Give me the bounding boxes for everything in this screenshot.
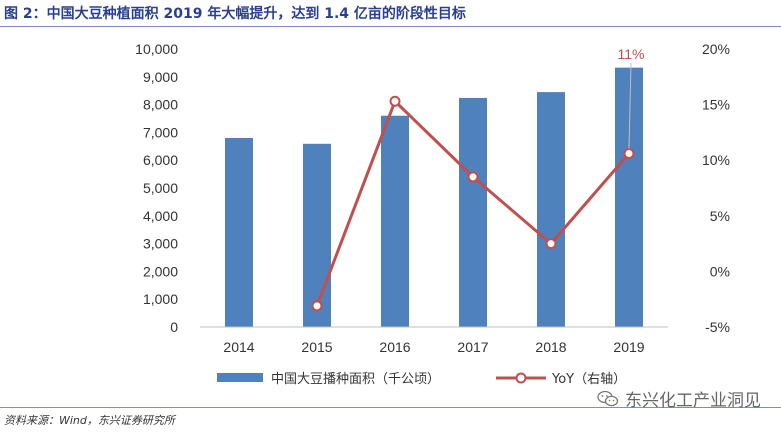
left-tick-label: 6,000	[143, 152, 178, 168]
yoy-point	[311, 300, 323, 312]
left-tick-label: 4,000	[143, 208, 178, 224]
watermark: 东兴化工产业洞见	[597, 386, 761, 411]
left-tick-label: 8,000	[143, 97, 178, 113]
x-tick-label: 2015	[301, 339, 332, 355]
legend-label-line: YoY（右轴）	[551, 372, 626, 387]
bar	[615, 67, 643, 327]
annotation-label: 11%	[618, 46, 645, 62]
wechat-icon	[597, 390, 619, 406]
left-tick-label: 1,000	[143, 291, 178, 307]
right-tick-label: 0%	[710, 263, 730, 279]
x-tick-label: 2019	[613, 339, 644, 355]
bar	[537, 92, 565, 327]
footer-divider	[0, 407, 781, 408]
right-tick-label: 5%	[710, 208, 730, 224]
left-tick-label: 5,000	[143, 180, 178, 196]
legend-label-bar: 中国大豆播种面积（千公顷）	[271, 372, 440, 387]
left-tick-label: 2,000	[143, 263, 178, 279]
bar	[459, 97, 487, 327]
bar	[303, 143, 331, 327]
chart-title: 图 2：中国大豆种植面积 2019 年大幅提升，达到 1.4 亿亩的阶段性目标	[4, 6, 466, 22]
right-tick-label: 20%	[702, 41, 730, 57]
right-tick-label: 15%	[702, 97, 730, 113]
x-tick-label: 2016	[379, 339, 410, 355]
source-note: 资料来源：Wind，东兴证券研究所	[4, 414, 175, 427]
right-tick-label: 10%	[702, 152, 730, 168]
legend-swatch-marker	[515, 372, 527, 384]
annotation-leader	[628, 62, 632, 149]
left-tick-label: 9,000	[143, 69, 178, 85]
legend-swatch-bar	[217, 373, 263, 382]
x-tick-label: 2018	[535, 339, 566, 355]
left-tick-label: 10,000	[135, 41, 178, 57]
x-tick-label: 2017	[457, 339, 488, 355]
yoy-point	[623, 148, 635, 160]
left-tick-label: 0	[170, 319, 178, 335]
yoy-point	[545, 238, 557, 250]
left-tick-label: 3,000	[143, 236, 178, 252]
x-tick-label: 2014	[223, 339, 254, 355]
watermark-text: 东兴化工产业洞见	[625, 391, 761, 411]
left-tick-label: 7,000	[143, 124, 178, 140]
bar	[225, 137, 253, 327]
right-tick-label: -5%	[705, 319, 730, 335]
yoy-point	[467, 171, 479, 183]
title-divider	[0, 26, 781, 27]
yoy-point	[389, 95, 401, 107]
bar	[381, 115, 409, 327]
